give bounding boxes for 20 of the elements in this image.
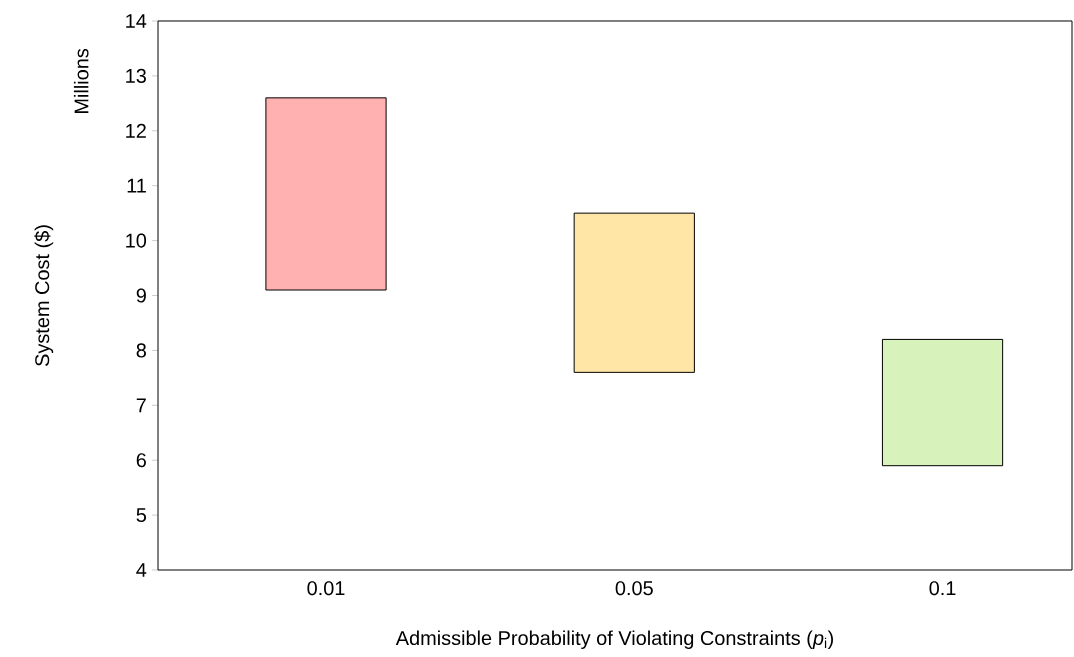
x-tick-label: 0.05 — [615, 581, 653, 596]
y-axis-title: System Cost ($) — [34, 225, 54, 366]
bar — [881, 338, 1004, 467]
bar — [265, 97, 387, 291]
bar — [573, 212, 695, 373]
y-tick-label: 5 — [136, 508, 147, 523]
y-tick-label: 7 — [136, 398, 146, 413]
y-tick-label: 10 — [126, 233, 147, 248]
x-tick-label: 0.01 — [307, 581, 345, 596]
y-tick-label: 11 — [127, 178, 146, 193]
y-tick-label: 6 — [136, 453, 146, 468]
y-tick-label: 8 — [136, 343, 146, 358]
y-tick-label: 14 — [126, 14, 147, 28]
x-tick-label: 0.1 — [929, 581, 956, 596]
text: Millions — [73, 48, 89, 113]
x-axis-title: Admissible Probability of Violating Constraints (p$_{i}$) — [395, 630, 833, 650]
y-tick-label: 9 — [136, 288, 146, 303]
y-tick-label: 13 — [126, 68, 146, 83]
y-tick-label: 4 — [136, 563, 147, 577]
y-tick-label: 12 — [126, 123, 146, 138]
